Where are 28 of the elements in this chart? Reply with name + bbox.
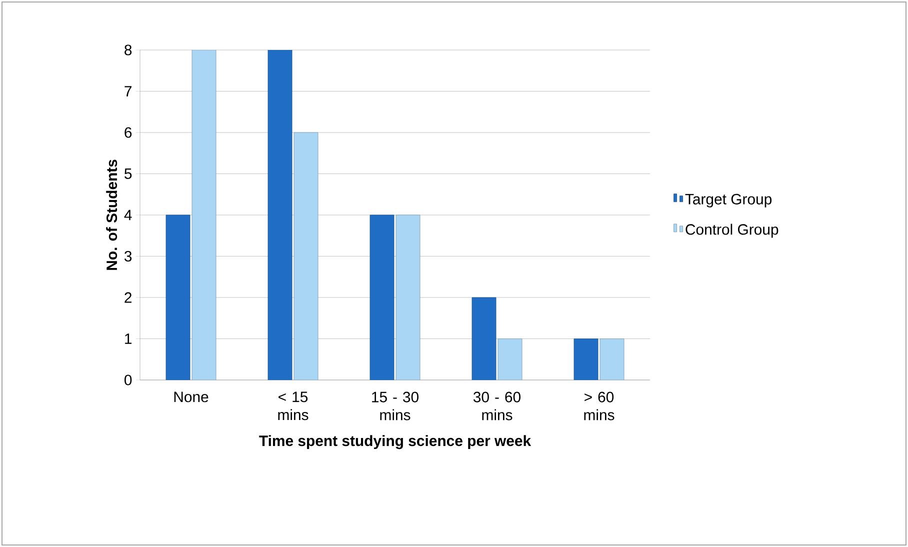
y-tick-label: 5 bbox=[124, 168, 132, 179]
x-axis-title: Time spent studying science per week bbox=[259, 435, 532, 450]
y-tick-label: 2 bbox=[124, 292, 132, 303]
y-tick-label: 4 bbox=[124, 210, 132, 220]
bar bbox=[294, 132, 318, 380]
y-tick-label: 1 bbox=[125, 334, 132, 344]
bar bbox=[268, 50, 292, 380]
y-tick-label: 0 bbox=[124, 374, 132, 386]
bar bbox=[498, 338, 522, 380]
x-tick-label: 15 - 30 mins bbox=[372, 392, 418, 420]
y-tick-label: 8 bbox=[124, 44, 132, 56]
legend-label: Target Group bbox=[685, 194, 772, 208]
bar bbox=[574, 338, 598, 380]
x-tick-label: > 60 mins bbox=[584, 392, 614, 420]
bar bbox=[370, 214, 394, 380]
bar bbox=[192, 50, 216, 380]
y-tick-label: 7 bbox=[124, 86, 132, 96]
y-tick-label: 6 bbox=[124, 127, 132, 138]
x-tick-label: < 15 mins bbox=[278, 392, 308, 420]
bar bbox=[472, 297, 496, 380]
bar bbox=[396, 214, 420, 380]
x-tick-label: 30 - 60 mins bbox=[473, 392, 520, 420]
legend-label: Control Group bbox=[686, 224, 778, 238]
bar bbox=[166, 214, 190, 380]
bar bbox=[600, 338, 624, 380]
y-tick-label: 3 bbox=[124, 250, 132, 262]
y-axis-title: No. of Students bbox=[106, 160, 118, 270]
x-tick-label: None bbox=[174, 392, 208, 402]
